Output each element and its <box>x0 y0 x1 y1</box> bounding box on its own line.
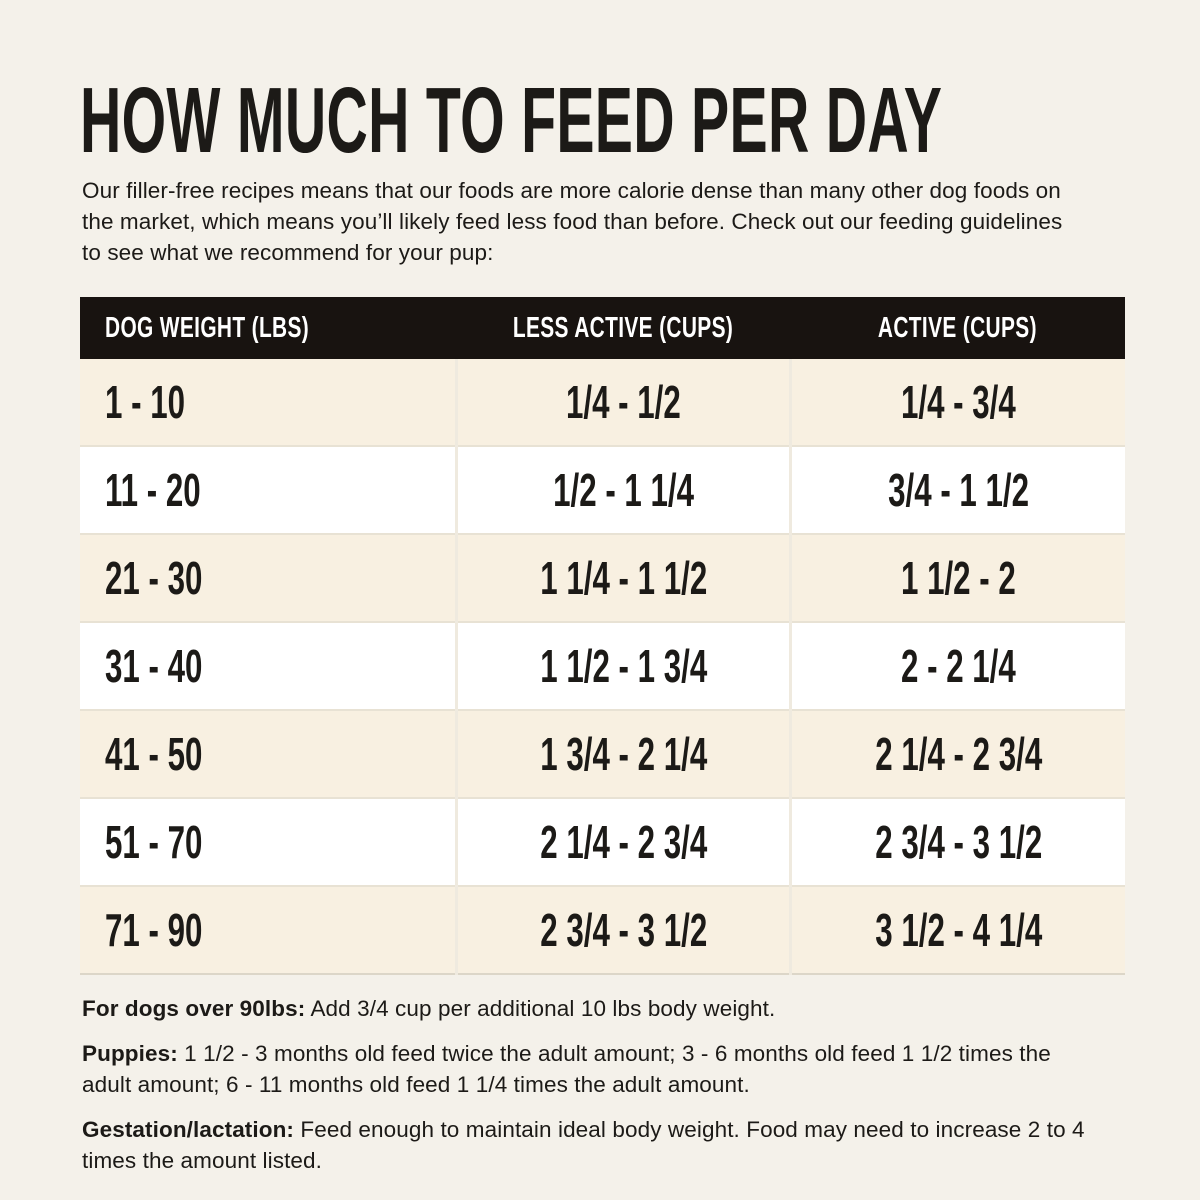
cell-value: 1 1/2 - 1 3/4 <box>539 640 707 692</box>
dog-weight-cell: 51 - 70 <box>80 798 456 886</box>
cell-value: 1 - 10 <box>105 376 185 428</box>
dog-weight-cell: 31 - 40 <box>80 622 456 710</box>
cell-value: 1/2 - 1 1/4 <box>552 464 694 516</box>
cell-value: 11 - 20 <box>105 464 201 516</box>
active-cell: 3/4 - 1 1/2 <box>789 446 1125 534</box>
cell-value: 1 1/2 - 2 <box>901 552 1016 604</box>
cell-value: 1 3/4 - 2 1/4 <box>539 728 707 780</box>
cell-value: 2 1/4 - 2 3/4 <box>539 816 707 868</box>
table-row: 51 - 70 2 1/4 - 2 3/4 2 3/4 - 3 1/2 <box>80 798 1125 886</box>
col-header-less-active: LESS ACTIVE (CUPS) <box>456 297 791 359</box>
table-row: 31 - 40 1 1/2 - 1 3/4 2 - 2 1/4 <box>80 622 1125 710</box>
less-active-cell: 2 3/4 - 3 1/2 <box>454 886 791 974</box>
note-gestation-lactation: Gestation/lactation: Feed enough to main… <box>82 1114 1100 1176</box>
dog-weight-cell: 71 - 90 <box>80 886 456 974</box>
cell-value: 2 3/4 - 3 1/2 <box>539 904 707 956</box>
intro-text: Our filler-free recipes means that our f… <box>82 178 1063 265</box>
note-text: Add 3/4 cup per additional 10 lbs body w… <box>310 996 776 1021</box>
less-active-cell: 1 1/4 - 1 1/2 <box>454 534 791 622</box>
dog-weight-cell: 1 - 10 <box>80 359 456 446</box>
feeding-notes: For dogs over 90lbs: Add 3/4 cup per add… <box>82 993 1123 1176</box>
active-cell: 3 1/2 - 4 1/4 <box>789 886 1125 974</box>
cell-value: 71 - 90 <box>105 904 203 956</box>
note-over-90lbs: For dogs over 90lbs: Add 3/4 cup per add… <box>82 993 1100 1024</box>
col-header-label: LESS ACTIVE (CUPS) <box>513 311 734 344</box>
col-header-dog-weight: DOG WEIGHT (LBS) <box>80 297 457 359</box>
header-row: DOG WEIGHT (LBS) LESS ACTIVE (CUPS) ACTI… <box>80 297 1125 359</box>
cell-value: 51 - 70 <box>105 816 203 868</box>
dog-weight-cell: 11 - 20 <box>80 446 456 534</box>
cell-value: 1/4 - 3/4 <box>901 376 1016 428</box>
col-header-label: DOG WEIGHT (LBS) <box>105 311 310 344</box>
note-text: 1 1/2 - 3 months old feed twice the adul… <box>82 1041 1051 1097</box>
note-text: Feed enough to maintain ideal body weigh… <box>82 1117 1085 1173</box>
cell-value: 41 - 50 <box>105 728 203 780</box>
less-active-cell: 1 1/2 - 1 3/4 <box>454 622 791 710</box>
cell-value: 21 - 30 <box>105 552 203 604</box>
feeding-table-header: DOG WEIGHT (LBS) LESS ACTIVE (CUPS) ACTI… <box>80 297 1125 359</box>
note-label: For dogs over 90lbs: <box>82 996 306 1021</box>
note-puppies: Puppies: 1 1/2 - 3 months old feed twice… <box>82 1038 1100 1100</box>
active-cell: 1 1/2 - 2 <box>789 534 1125 622</box>
table-row: 21 - 30 1 1/4 - 1 1/2 1 1/2 - 2 <box>80 534 1125 622</box>
note-label: Gestation/lactation: <box>82 1117 295 1142</box>
feeding-table: DOG WEIGHT (LBS) LESS ACTIVE (CUPS) ACTI… <box>80 297 1125 975</box>
cell-value: 1/4 - 1/2 <box>565 376 681 428</box>
col-header-label: ACTIVE (CUPS) <box>878 311 1038 344</box>
page-title: HOW MUCH TO FEED PER DAY <box>80 74 1123 167</box>
dog-weight-cell: 21 - 30 <box>80 534 456 622</box>
table-row: 11 - 20 1/2 - 1 1/4 3/4 - 1 1/2 <box>80 446 1125 534</box>
less-active-cell: 1/2 - 1 1/4 <box>454 446 791 534</box>
less-active-cell: 2 1/4 - 2 3/4 <box>454 798 791 886</box>
active-cell: 2 3/4 - 3 1/2 <box>789 798 1125 886</box>
less-active-cell: 1 3/4 - 2 1/4 <box>454 710 791 798</box>
cell-value: 2 - 2 1/4 <box>901 640 1016 692</box>
feeding-table-body: 1 - 10 1/4 - 1/2 1/4 - 3/4 11 - 20 1/2 - 1 1… <box>80 359 1125 974</box>
cell-value: 1 1/4 - 1 1/2 <box>539 552 707 604</box>
cell-value: 2 3/4 - 3 1/2 <box>875 816 1043 868</box>
note-label: Puppies: <box>82 1041 178 1066</box>
active-cell: 2 - 2 1/4 <box>789 622 1125 710</box>
dog-weight-cell: 41 - 50 <box>80 710 456 798</box>
cell-value: 3 1/2 - 4 1/4 <box>875 904 1043 956</box>
table-row: 1 - 10 1/4 - 1/2 1/4 - 3/4 <box>80 359 1125 446</box>
col-header-active: ACTIVE (CUPS) <box>790 297 1125 359</box>
active-cell: 2 1/4 - 2 3/4 <box>789 710 1125 798</box>
page-title-text: HOW MUCH TO FEED PER DAY <box>80 68 943 172</box>
cell-value: 31 - 40 <box>105 640 203 692</box>
table-row: 71 - 90 2 3/4 - 3 1/2 3 1/2 - 4 1/4 <box>80 886 1125 974</box>
cell-value: 3/4 - 1 1/2 <box>888 464 1029 516</box>
cell-value: 2 1/4 - 2 3/4 <box>875 728 1043 780</box>
active-cell: 1/4 - 3/4 <box>789 359 1125 446</box>
table-row: 41 - 50 1 3/4 - 2 1/4 2 1/4 - 2 3/4 <box>80 710 1125 798</box>
less-active-cell: 1/4 - 1/2 <box>454 359 791 446</box>
